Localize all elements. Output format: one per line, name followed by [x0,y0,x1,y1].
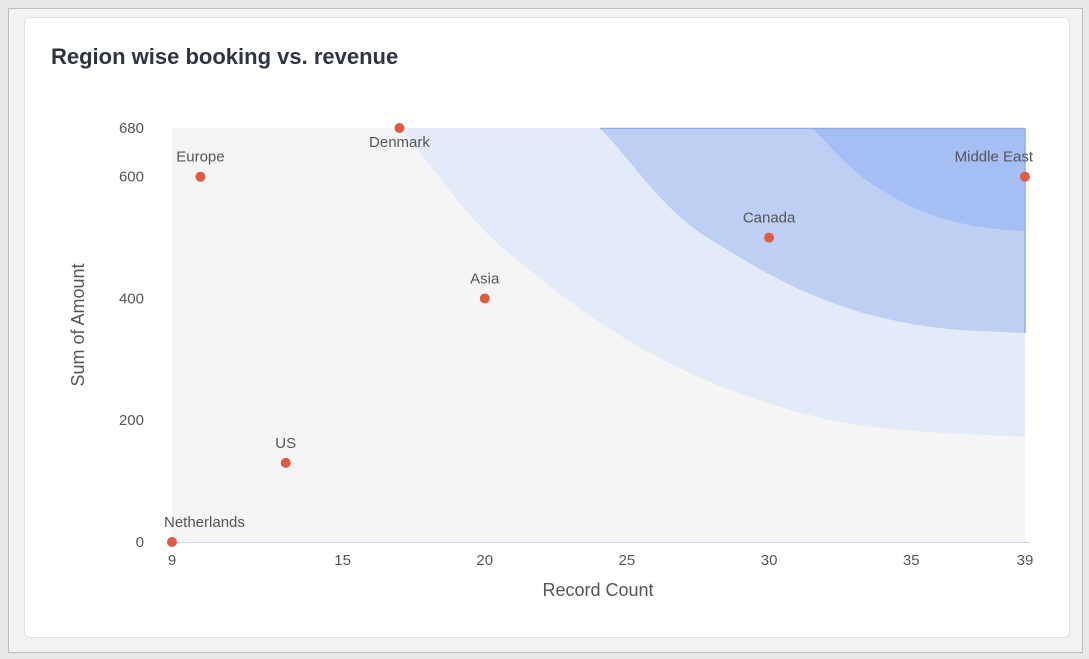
y-tick-label: 680 [119,120,144,137]
data-point[interactable] [167,537,177,547]
data-point-label: US [275,435,296,452]
chart-title: Region wise booking vs. revenue [51,44,399,69]
y-tick-label: 400 [119,290,144,307]
y-tick-label: 200 [119,412,144,429]
data-point[interactable] [280,457,291,468]
y-tick-label: 600 [119,169,144,186]
x-tick-label: 25 [619,552,636,569]
x-tick-label: 35 [903,552,920,569]
data-point[interactable] [195,171,206,182]
data-point-label: Middle East [955,149,1034,166]
data-point-label: Canada [743,210,796,227]
band-high [812,128,1025,231]
x-tick-label: 30 [761,552,778,569]
y-axis-label: Sum of Amount [68,263,88,386]
data-point-label: Asia [470,270,500,287]
data-point[interactable] [764,232,775,243]
x-tick-label: 20 [476,552,493,569]
data-point[interactable] [1020,171,1030,182]
x-tick-label: 15 [334,552,351,569]
x-tick-label: 39 [1017,552,1034,569]
data-point[interactable] [479,293,490,304]
data-point-label: Netherlands [164,514,245,531]
data-point[interactable] [394,123,405,133]
x-tick-label: 9 [168,552,176,569]
data-point-label: Denmark [369,134,430,151]
data-point-label: Europe [176,149,224,166]
x-axis-label: Record Count [542,580,653,600]
y-tick-label: 0 [136,534,144,551]
